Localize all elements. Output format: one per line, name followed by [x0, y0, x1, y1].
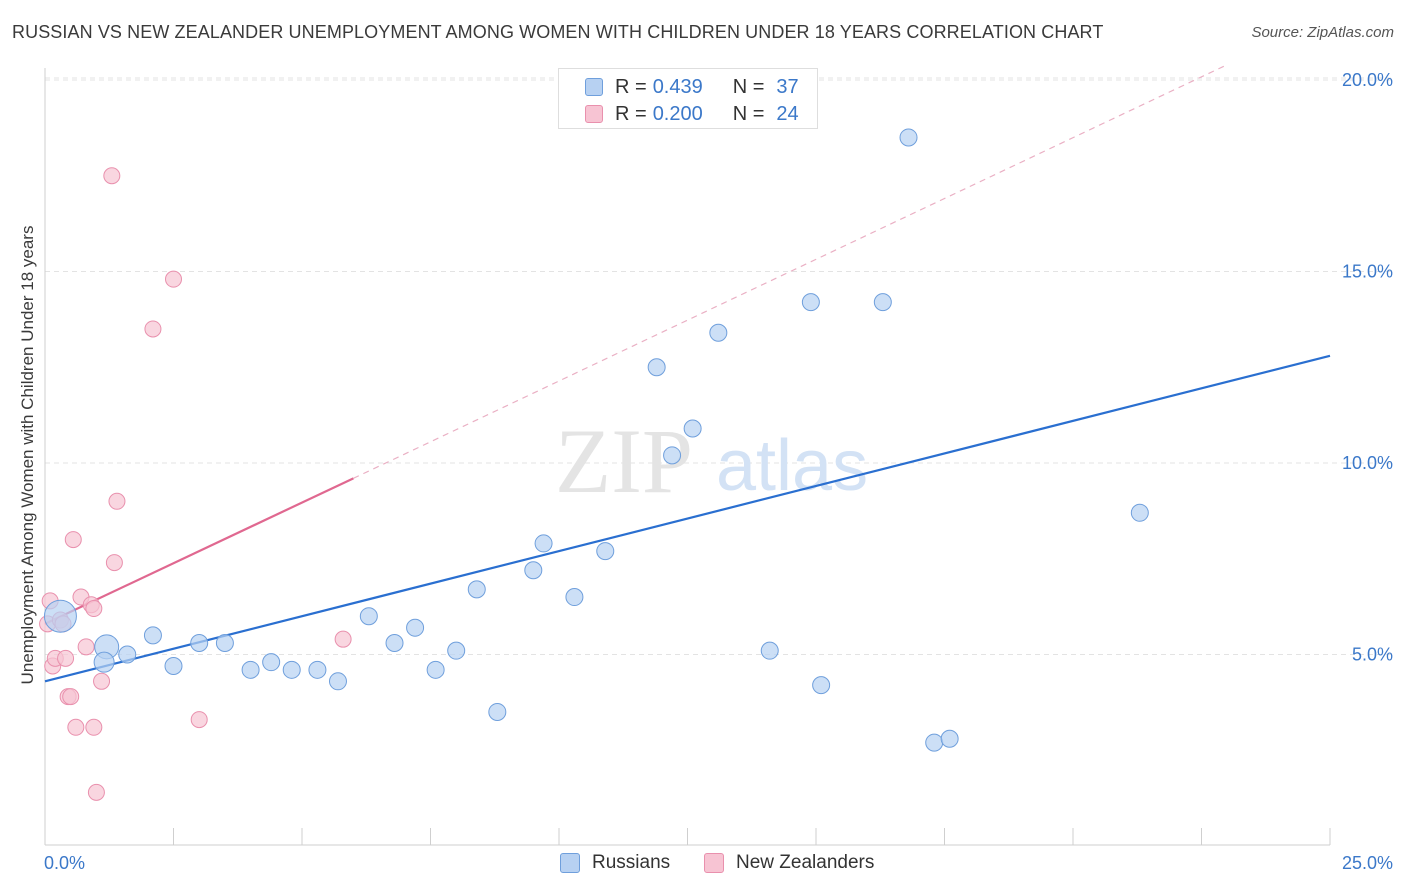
x-tick-label: 25.0% [1342, 853, 1393, 873]
chart-title: RUSSIAN VS NEW ZEALANDER UNEMPLOYMENT AM… [12, 22, 1104, 42]
russians-point [1130, 503, 1149, 522]
russians-point [565, 588, 584, 607]
russians-point [118, 645, 137, 664]
new-zealanders-point [87, 783, 105, 801]
russians-point [524, 561, 543, 580]
russians-trend-line [44, 354, 1331, 683]
new-zealanders-point [334, 630, 352, 648]
russians-point [940, 729, 959, 748]
legend-n-value: 24 [776, 102, 799, 125]
russians-point [282, 660, 301, 679]
new-zealanders-point [64, 531, 82, 549]
russians-point [43, 599, 77, 633]
russians-point [406, 618, 425, 637]
legend-r-value: 0.200 [652, 102, 703, 125]
new-zealanders-point [67, 718, 85, 736]
russians-point [801, 293, 820, 312]
russians-point [899, 128, 918, 147]
legend-r-label: R = [615, 75, 647, 98]
y-tick-label: 15.0% [1342, 262, 1393, 282]
legend-item-label: New Zealanders [736, 852, 875, 873]
correlation-legend: R = 0.439 N = 37 R = 0.200 N = 24 [558, 68, 818, 129]
new-zealanders-point [85, 718, 103, 736]
y-tick-label: 20.0% [1342, 70, 1393, 90]
russians-point [925, 733, 944, 752]
legend-n-label: N = [732, 75, 765, 98]
new-zealanders-point [144, 320, 162, 338]
russians-point [663, 446, 682, 465]
russians-point [596, 542, 615, 561]
watermark-atlas: atlas [716, 426, 868, 506]
new-zealanders-trend-extension [353, 64, 1228, 479]
legend-item-label: Russians [592, 852, 671, 873]
legend-n-value: 37 [776, 75, 799, 98]
russians-point [426, 660, 445, 679]
russians-point [683, 419, 702, 438]
new-zealanders-swatch [585, 105, 603, 123]
new-zealanders-point [165, 270, 182, 288]
russians-point [359, 607, 378, 626]
source-credit: Source: ZipAtlas.com [1251, 24, 1394, 41]
russians-point [93, 651, 115, 673]
russians-point [488, 702, 507, 721]
russians-point [190, 634, 209, 653]
legend-row-new-zealanders: R = 0.200 N = 24 [585, 102, 799, 126]
russians-point [328, 672, 347, 691]
new-zealanders-point [57, 649, 75, 667]
new-zealanders-point [62, 688, 80, 706]
russians-point [143, 626, 162, 645]
legend-item-russians[interactable]: Russians [560, 852, 670, 874]
legend-item-new-zealanders[interactable]: New Zealanders [704, 852, 874, 874]
legend-n-label: N = [732, 102, 765, 125]
y-tick-label: 5.0% [1352, 645, 1393, 665]
russians-point [164, 656, 183, 675]
russians-point [812, 676, 831, 695]
russians-point [467, 580, 486, 599]
new-zealanders-point [93, 672, 111, 690]
new-zealanders-swatch [704, 853, 724, 873]
series-legend: Russians New Zealanders [0, 852, 1406, 876]
new-zealanders-point [77, 638, 95, 656]
y-tick-label: 10.0% [1342, 453, 1393, 473]
watermark: ZIP atlas [555, 410, 868, 512]
russians-point [385, 634, 404, 653]
russians-point [241, 660, 260, 679]
new-zealanders-point [105, 554, 123, 572]
new-zealanders-point [108, 492, 126, 510]
russians-point [308, 660, 327, 679]
russians-point [534, 534, 553, 553]
legend-r-label: R = [615, 102, 647, 125]
russians-point [215, 634, 234, 653]
russians-point [647, 358, 666, 377]
russians-point [709, 323, 728, 342]
legend-r-value: 0.439 [652, 75, 703, 98]
new-zealanders-point [103, 167, 121, 185]
legend-row-russians: R = 0.439 N = 37 [585, 75, 799, 99]
new-zealanders-point [85, 600, 103, 618]
russians-swatch [585, 78, 603, 96]
russians-point [760, 641, 779, 660]
new-zealanders-point [190, 711, 208, 729]
russians-point [262, 653, 281, 672]
russians-swatch [560, 853, 580, 873]
x-tick-label: 0.0% [44, 853, 85, 873]
russians-point [447, 641, 466, 660]
russians-point [873, 293, 892, 312]
